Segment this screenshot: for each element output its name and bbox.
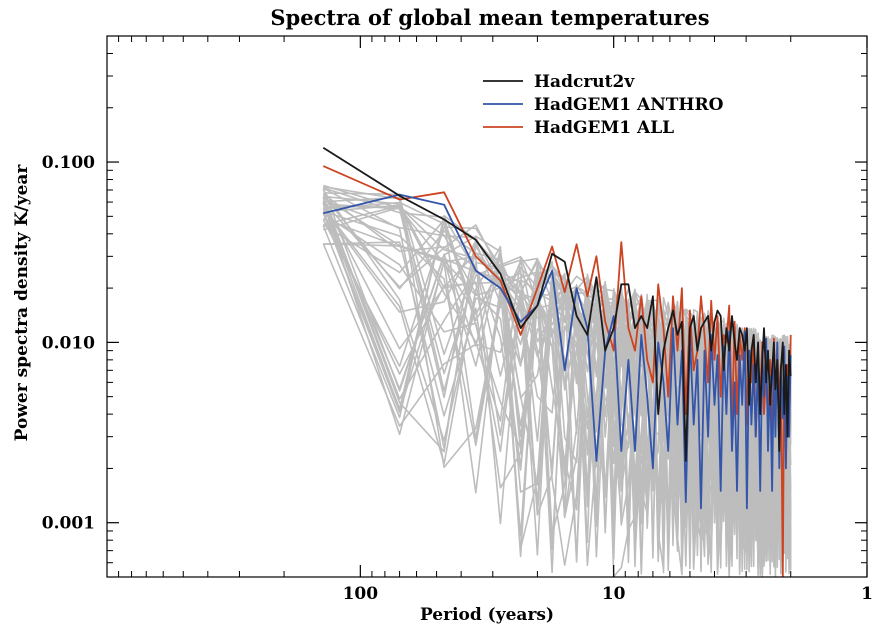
x-tick-label: 100	[343, 584, 379, 604]
legend-label-hadgem1-anthro: HadGEM1 ANTHRO	[534, 95, 724, 115]
series-line-hadcrut2v	[322, 147, 792, 462]
series-lines	[322, 147, 792, 577]
axis-ticks: 100 10 1 0.100 0.010 0.001	[42, 35, 873, 604]
plot-frame	[106, 35, 868, 578]
legend-label-hadgem1-all: HadGEM1 ALL	[534, 118, 674, 138]
y-tick-label: 0.001	[42, 514, 95, 534]
legend-label-hadcrut2v: Hadcrut2v	[534, 72, 635, 92]
chart-title: Spectra of global mean temperatures	[270, 5, 709, 30]
y-axis-title: Power spectra density K/year	[12, 164, 32, 442]
series-line-hadgem1-anthro	[323, 193, 792, 510]
x-tick-label: 10	[602, 584, 626, 604]
x-tick-label: 1	[861, 584, 873, 604]
x-axis-title: Period (years)	[420, 605, 554, 625]
legend: Hadcrut2v HadGEM1 ANTHRO HadGEM1 ALL	[483, 72, 724, 138]
y-tick-label: 0.100	[42, 153, 95, 173]
y-tick-label: 0.010	[42, 333, 95, 353]
